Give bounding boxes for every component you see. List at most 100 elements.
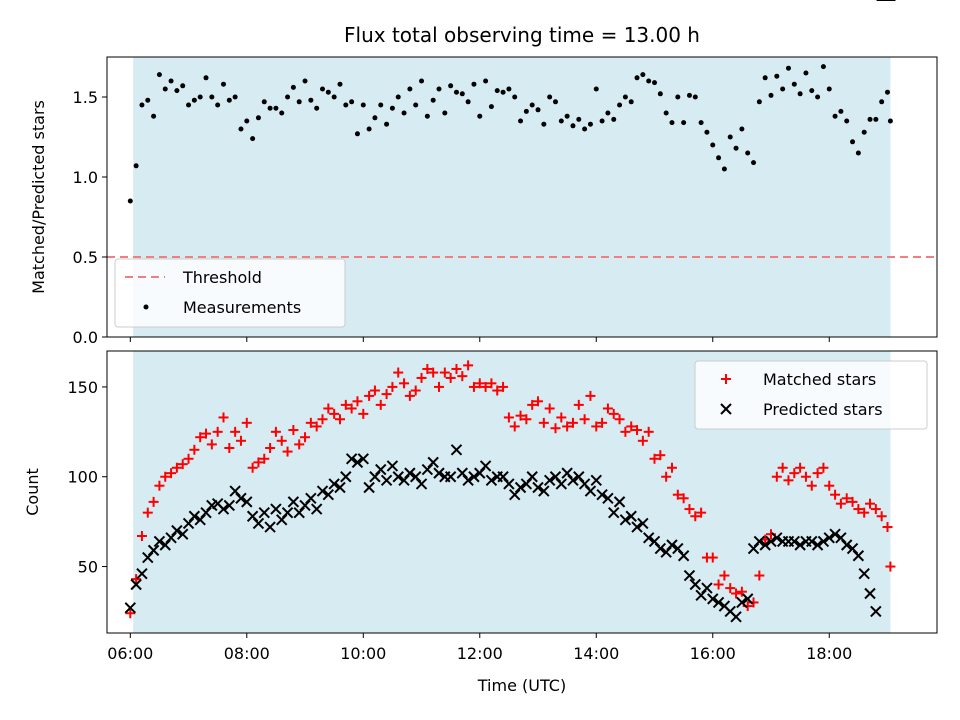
matched-point bbox=[509, 421, 520, 432]
matched-point bbox=[253, 457, 264, 468]
measurement-point bbox=[762, 75, 768, 81]
matched-point bbox=[154, 480, 165, 491]
measurement-point bbox=[698, 120, 704, 126]
ratio-panel: 0.0 0.5 1.0 1.5 Matched/Predicted stars Thr… bbox=[29, 56, 938, 347]
measurement-point bbox=[442, 110, 448, 116]
predicted-point bbox=[683, 569, 696, 582]
predicted-point bbox=[153, 535, 166, 548]
measurement-point bbox=[617, 102, 623, 108]
measurement-point bbox=[395, 94, 401, 100]
matched-point bbox=[672, 489, 683, 500]
predicted-point bbox=[596, 488, 608, 501]
count-y-axis-label: Count bbox=[23, 468, 42, 516]
predicted-point-b bbox=[631, 521, 643, 533]
predicted-point bbox=[485, 474, 498, 487]
x-tick-label: 18:00 bbox=[806, 644, 852, 663]
legend-matched-label: Matched stars bbox=[763, 370, 876, 389]
legend-measurements-swatch bbox=[143, 304, 149, 310]
measurement-point bbox=[343, 102, 349, 108]
matched-point bbox=[142, 507, 153, 518]
matched-point bbox=[783, 475, 794, 486]
measurement-point bbox=[168, 78, 174, 84]
predicted-point bbox=[252, 517, 265, 530]
predicted-point bbox=[712, 596, 725, 609]
matched-point bbox=[463, 360, 474, 371]
matched-point bbox=[591, 421, 602, 432]
predicted-point-b bbox=[817, 535, 830, 548]
count-points bbox=[124, 0, 896, 623]
predicted-point bbox=[811, 539, 824, 551]
matched-point bbox=[468, 381, 479, 392]
predicted-point bbox=[870, 605, 882, 618]
matched-point bbox=[235, 435, 246, 446]
predicted-point-b bbox=[806, 535, 818, 548]
predicted-point-b bbox=[689, 578, 701, 591]
measurement-point bbox=[751, 160, 757, 166]
matched-point bbox=[364, 390, 375, 401]
predicted-point bbox=[479, 460, 492, 472]
predicted-point-b bbox=[497, 471, 509, 483]
measurement-point bbox=[733, 145, 739, 151]
measurement-point bbox=[290, 84, 296, 90]
matched-point bbox=[713, 579, 724, 590]
legend-predicted-marker-b bbox=[720, 403, 732, 415]
predicted-point-b bbox=[462, 474, 474, 487]
predicted-point bbox=[858, 568, 870, 580]
measurement-point bbox=[337, 81, 343, 87]
matched-point bbox=[736, 586, 747, 597]
measurement-point bbox=[209, 94, 215, 100]
measurement-point bbox=[389, 105, 395, 111]
predicted-point-b bbox=[707, 593, 719, 605]
matched-point bbox=[404, 390, 415, 401]
predicted-point-b bbox=[345, 453, 358, 465]
matched-point bbox=[171, 462, 182, 473]
matched-point bbox=[643, 426, 654, 437]
predicted-point-b bbox=[392, 471, 404, 483]
measurement-point bbox=[331, 94, 337, 100]
predicted-point-b bbox=[602, 492, 614, 504]
count-y-ticks: 50 100 150 bbox=[67, 378, 107, 577]
measurement-point bbox=[320, 86, 326, 92]
measurement-point bbox=[692, 94, 698, 100]
matched-point bbox=[818, 462, 829, 473]
measurement-point bbox=[879, 99, 885, 105]
predicted-point bbox=[287, 496, 300, 508]
predicted-point-b bbox=[252, 517, 265, 530]
measurement-point bbox=[506, 86, 512, 92]
predicted-point-b bbox=[672, 542, 684, 555]
matched-point bbox=[206, 439, 217, 450]
measurement-point bbox=[308, 97, 314, 103]
measurement-point bbox=[622, 94, 628, 100]
measurement-point bbox=[873, 116, 879, 122]
x-tick-label: 12:00 bbox=[457, 644, 503, 663]
matched-point bbox=[876, 511, 887, 522]
measurement-point bbox=[646, 78, 652, 84]
matched-point bbox=[381, 389, 392, 400]
measurement-point bbox=[634, 75, 640, 81]
predicted-point bbox=[351, 456, 364, 469]
matched-point bbox=[375, 399, 386, 410]
predicted-point bbox=[415, 478, 428, 490]
matched-point bbox=[573, 399, 584, 410]
measurement-point bbox=[727, 134, 733, 140]
predicted-point bbox=[188, 510, 201, 522]
predicted-point bbox=[543, 474, 556, 487]
predicted-point bbox=[310, 503, 323, 515]
measurement-point bbox=[203, 75, 209, 81]
measurement-point bbox=[419, 78, 425, 84]
matched-point bbox=[195, 432, 206, 443]
predicted-point-b bbox=[852, 550, 865, 562]
predicted-point bbox=[392, 471, 404, 483]
predicted-point-b bbox=[829, 528, 841, 540]
measurement-point bbox=[180, 83, 186, 89]
predicted-point-b bbox=[823, 532, 835, 544]
x-axis-label: Time (UTC) bbox=[477, 676, 566, 695]
measurement-point bbox=[261, 99, 267, 105]
ratio-legend-box bbox=[114, 258, 346, 328]
matched-point bbox=[853, 504, 864, 515]
measurement-point bbox=[325, 89, 331, 95]
measurement-point bbox=[535, 107, 541, 113]
measurement-point bbox=[669, 120, 675, 126]
predicted-point-b bbox=[485, 474, 498, 487]
measurement-point bbox=[855, 150, 861, 156]
